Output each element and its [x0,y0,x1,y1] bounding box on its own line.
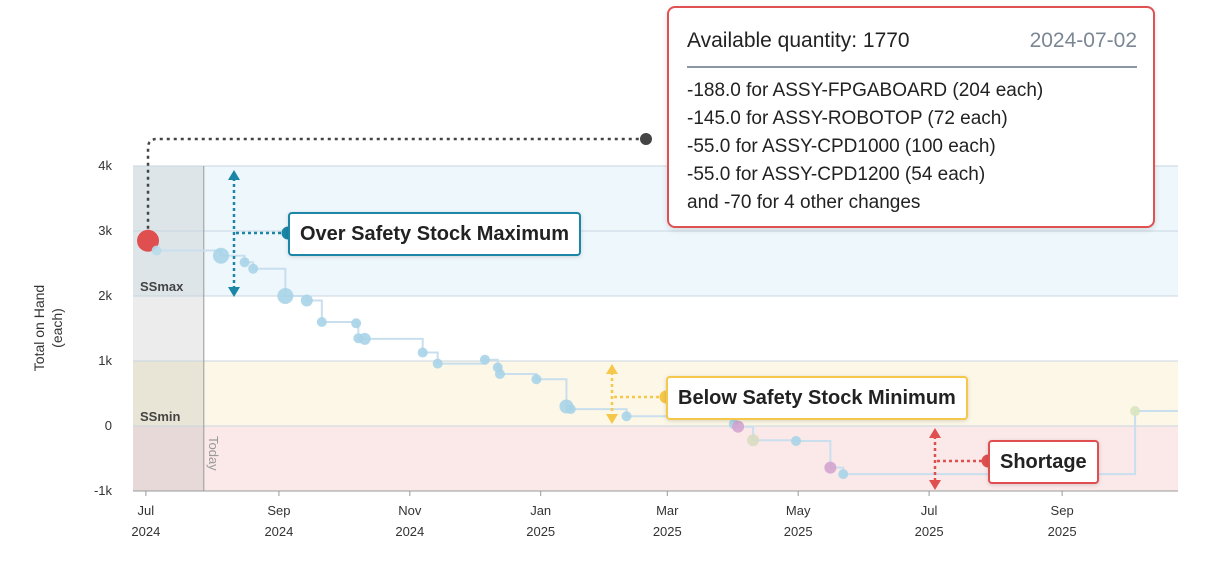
x-tick-label: May [786,503,811,518]
x-tick-label: Nov [398,503,422,518]
past-period-shade [133,166,204,491]
x-tick-year-label: 2024 [131,524,160,539]
data-point [248,263,259,274]
data-point [212,247,229,264]
data-point [417,347,428,358]
over-indicator-arrow-up [228,170,240,180]
shortage-indicator-arrow-down [929,480,941,490]
x-tick-year-label: 2025 [526,524,555,539]
data-point [732,420,745,433]
data-point [565,404,576,415]
tooltip-lines: -188.0 for ASSY-FPGABOARD (204 each) -14… [687,77,1043,217]
over-safety-stock-callout: Over Safety Stock Maximum [288,212,581,256]
y-axis-title: Total on Hand (each) [31,285,65,371]
below-indicator-arrow-down [606,414,618,424]
over-indicator-arrow-down [228,287,240,297]
x-tick-year-label: 2025 [653,524,682,539]
x-tick-label: Mar [656,503,679,518]
data-point [621,411,632,422]
data-point [239,257,250,268]
ssmax-label: SSmax [140,279,184,294]
tooltip-line: -188.0 for ASSY-FPGABOARD (204 each) [687,80,1044,101]
data-point [494,369,505,379]
data-point [137,229,160,252]
below-min-zone [133,361,1178,426]
data-point [432,358,443,369]
x-tick-label: Jul [921,503,938,518]
x-tick-year-label: 2024 [395,524,424,539]
ssmin-label: SSmin [140,409,181,424]
x-tick-label: Jan [530,503,551,518]
shortage-callout: Shortage [988,440,1099,484]
y-tick-label: -1k [94,483,113,498]
x-tick-year-label: 2024 [264,524,293,539]
data-point [479,354,490,365]
x-tick-year-label: 2025 [1048,524,1077,539]
tooltip-leader-dot [640,133,652,145]
below-safety-stock-callout: Below Safety Stock Minimum [666,376,968,420]
y-tick-label: 4k [98,158,112,173]
x-tick-label: Sep [267,503,290,518]
tooltip-line: -55.0 for ASSY-CPD1200 (54 each) [687,164,986,185]
data-point [838,469,849,480]
tooltip-title: Available quantity: 1770 [687,29,910,52]
y-tick-label: 2k [98,288,112,303]
shortage-label: Shortage [1000,451,1087,473]
tooltip-date: 2024-07-02 [1029,29,1137,52]
below-safety-stock-label: Below Safety Stock Minimum [678,387,956,409]
x-tick-label: Sep [1051,503,1074,518]
y-tick-label: 0 [105,418,112,433]
tooltip-line: and -70 for 4 other changes [687,192,921,213]
x-tick-year-label: 2025 [915,524,944,539]
point-tooltip: Available quantity: 1770 2024-07-02 -188… [667,6,1155,228]
data-point [1130,406,1141,417]
tooltip-header: Available quantity: 1770 2024-07-02 [687,26,1137,68]
data-point [824,461,837,474]
data-point [791,435,802,446]
tooltip-line: -55.0 for ASSY-CPD1000 (100 each) [687,136,996,157]
data-point [747,434,760,447]
today-label: Today [206,436,221,471]
inventory-step-line [148,239,1178,476]
data-point [351,318,362,329]
data-point [151,245,162,256]
shortage-indicator-arrow-up [929,428,941,438]
data-point [277,288,294,304]
y-tick-label: 1k [98,353,112,368]
data-point [300,294,313,307]
x-tick-year-label: 2025 [784,524,813,539]
data-point [531,374,542,385]
tooltip-line: -145.0 for ASSY-ROBOTOP (72 each) [687,108,1008,129]
data-point [316,317,327,327]
y-tick-label: 3k [98,223,112,238]
over-safety-stock-label: Over Safety Stock Maximum [300,223,569,245]
below-indicator-arrow-up [606,364,618,374]
data-point [358,332,371,345]
x-tick-label: Jul [138,503,155,518]
